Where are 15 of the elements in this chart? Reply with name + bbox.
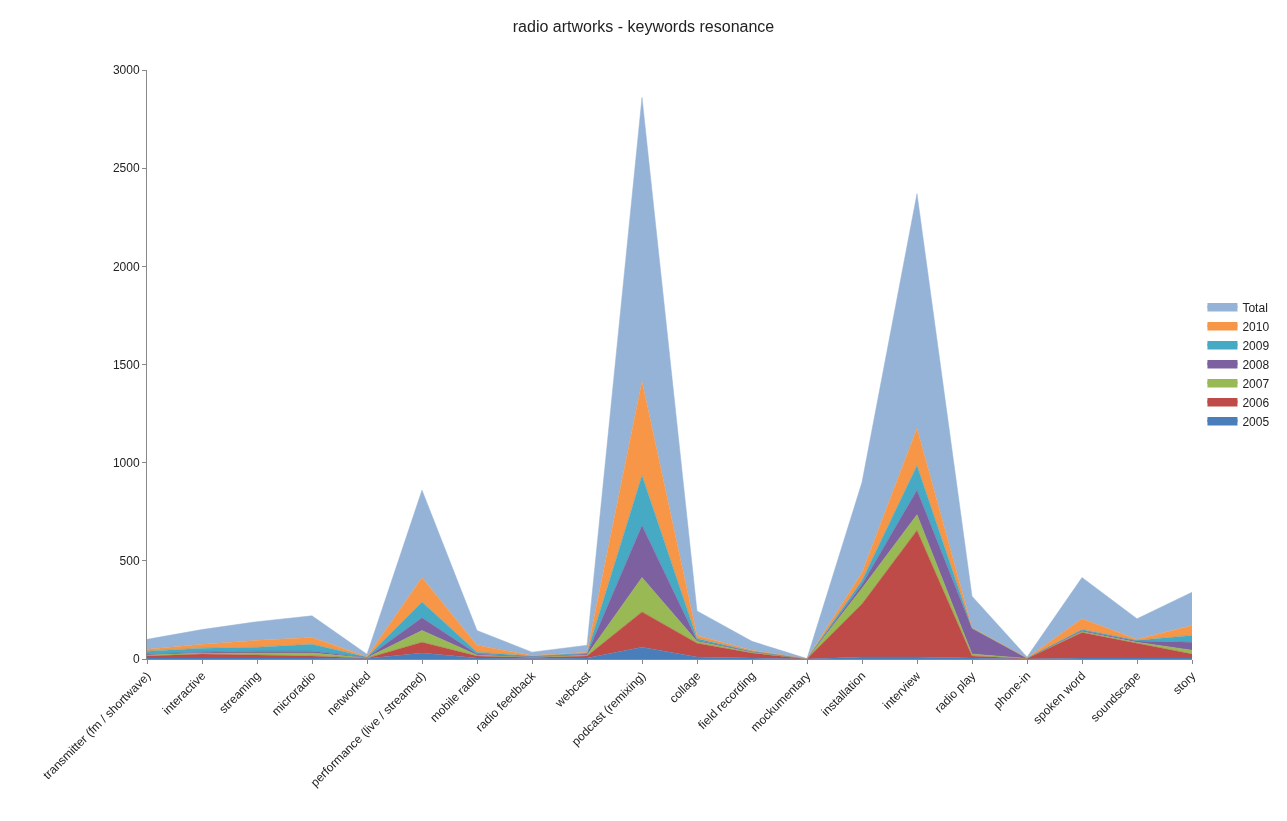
legend-label: 2007: [1242, 377, 1270, 392]
y-tick-label: 0: [132, 652, 140, 667]
chart-title: radio artworks - keywords resonance: [512, 17, 775, 35]
legend-label: Total: [1242, 301, 1268, 316]
y-tick-label: 3000: [112, 63, 140, 78]
y-tick-label: 2000: [112, 259, 140, 274]
y-tick-label: 1500: [112, 357, 140, 372]
y-tick-label: 1000: [112, 455, 140, 470]
legend-label: 2006: [1242, 396, 1270, 411]
legend-label: 2005: [1242, 415, 1270, 430]
legend-label: 2009: [1242, 339, 1270, 354]
legend-label: 2008: [1242, 358, 1270, 373]
legend-label: 2010: [1242, 320, 1270, 335]
y-tick-label: 500: [119, 554, 140, 569]
y-tick-label: 2500: [112, 161, 140, 176]
